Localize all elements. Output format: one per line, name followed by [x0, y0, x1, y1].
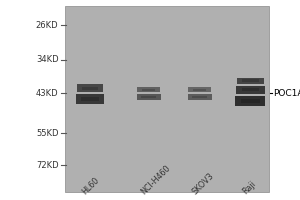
Bar — [192, 96, 207, 98]
Bar — [242, 88, 259, 91]
Bar — [237, 78, 264, 84]
Text: 72KD: 72KD — [36, 160, 58, 170]
Bar — [136, 94, 160, 100]
Bar — [76, 94, 104, 104]
Bar — [242, 79, 259, 82]
Text: HL60: HL60 — [81, 175, 101, 196]
Text: Raji: Raji — [241, 179, 258, 196]
Text: 43KD: 43KD — [36, 88, 58, 98]
Bar — [188, 94, 212, 100]
Text: POC1A: POC1A — [273, 88, 300, 98]
Bar — [188, 87, 211, 92]
Text: SKOV3: SKOV3 — [190, 171, 215, 196]
Text: 55KD: 55KD — [36, 129, 58, 138]
Text: 26KD: 26KD — [36, 21, 58, 29]
Bar — [142, 89, 155, 91]
Bar — [141, 96, 156, 98]
Text: 34KD: 34KD — [36, 55, 58, 64]
Bar — [193, 89, 206, 91]
Bar — [236, 86, 265, 94]
Bar — [242, 99, 260, 103]
Text: NCI-H460: NCI-H460 — [139, 163, 172, 196]
Bar — [82, 87, 98, 90]
Bar — [81, 97, 98, 101]
Bar — [64, 6, 268, 192]
Bar — [236, 96, 266, 106]
Bar — [76, 84, 103, 92]
Bar — [137, 87, 160, 92]
